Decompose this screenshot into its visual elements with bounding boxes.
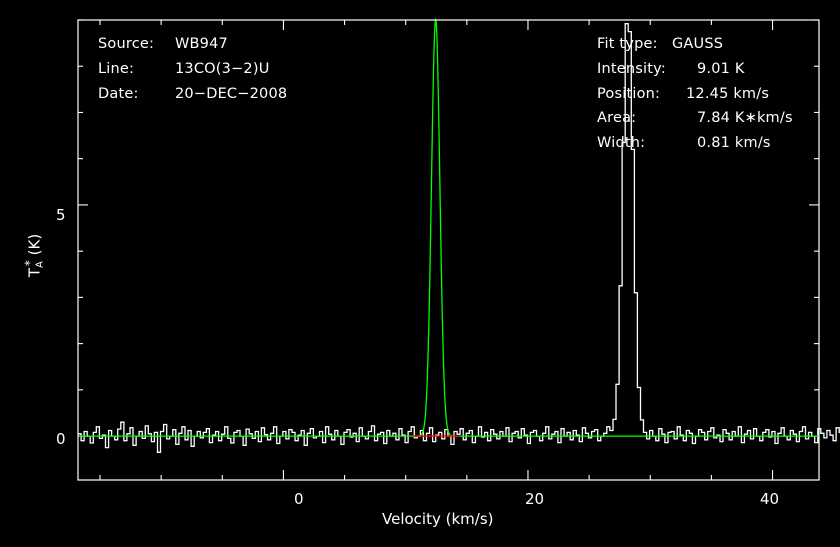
- x-axis-label: Velocity (km/s): [382, 510, 494, 528]
- y-tick-label-0: 0: [56, 430, 66, 448]
- plot-frame: [77, 19, 820, 481]
- y-axis-label-unit: (K): [25, 233, 44, 256]
- minor-ticks: [78, 19, 819, 480]
- spectrum-line: [78, 23, 840, 453]
- line-label: Line:: [98, 61, 135, 77]
- fit-type-value: GAUSS: [672, 36, 724, 52]
- y-axis-label: TA* (K): [23, 212, 46, 300]
- x-tick-label-40: 40: [760, 490, 780, 508]
- y-tick-label-5: 5: [56, 206, 66, 224]
- area-value: 7.84 K∗km/s: [697, 110, 793, 126]
- gaussian-fit-line: [78, 17, 819, 437]
- line-value: 13CO(3−2)U: [175, 61, 270, 77]
- width-value: 0.81 km/s: [697, 135, 771, 151]
- area-label: Area:: [597, 110, 637, 126]
- source-value: WB947: [175, 36, 228, 52]
- x-tick-label-20: 20: [525, 490, 545, 508]
- intensity-label: Intensity:: [597, 61, 666, 77]
- width-label: Width:: [597, 135, 646, 151]
- position-value: 12.45 km/s: [686, 86, 770, 102]
- y-axis-label-main: T: [25, 268, 44, 278]
- position-label: Position:: [597, 86, 661, 102]
- date-value: 20−DEC−2008: [175, 86, 288, 102]
- fit-type-label: Fit type:: [597, 36, 658, 52]
- y-axis-label-sup: *: [22, 260, 37, 267]
- source-label: Source:: [98, 36, 155, 52]
- x-tick-label-0: 0: [294, 490, 304, 508]
- date-label: Date:: [98, 86, 139, 102]
- intensity-value: 9.01 K: [697, 61, 745, 77]
